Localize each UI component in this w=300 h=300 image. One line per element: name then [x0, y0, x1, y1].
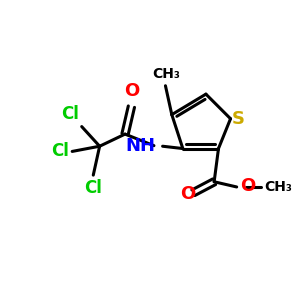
- Text: O: O: [124, 82, 139, 100]
- Text: NH: NH: [125, 137, 155, 155]
- Text: O: O: [181, 185, 196, 203]
- Text: Cl: Cl: [84, 178, 102, 196]
- Text: Cl: Cl: [51, 142, 69, 160]
- Text: O: O: [240, 177, 255, 195]
- Text: Cl: Cl: [61, 105, 80, 123]
- Text: S: S: [232, 110, 245, 128]
- Text: CH₃: CH₃: [152, 67, 180, 80]
- Text: CH₃: CH₃: [265, 180, 292, 194]
